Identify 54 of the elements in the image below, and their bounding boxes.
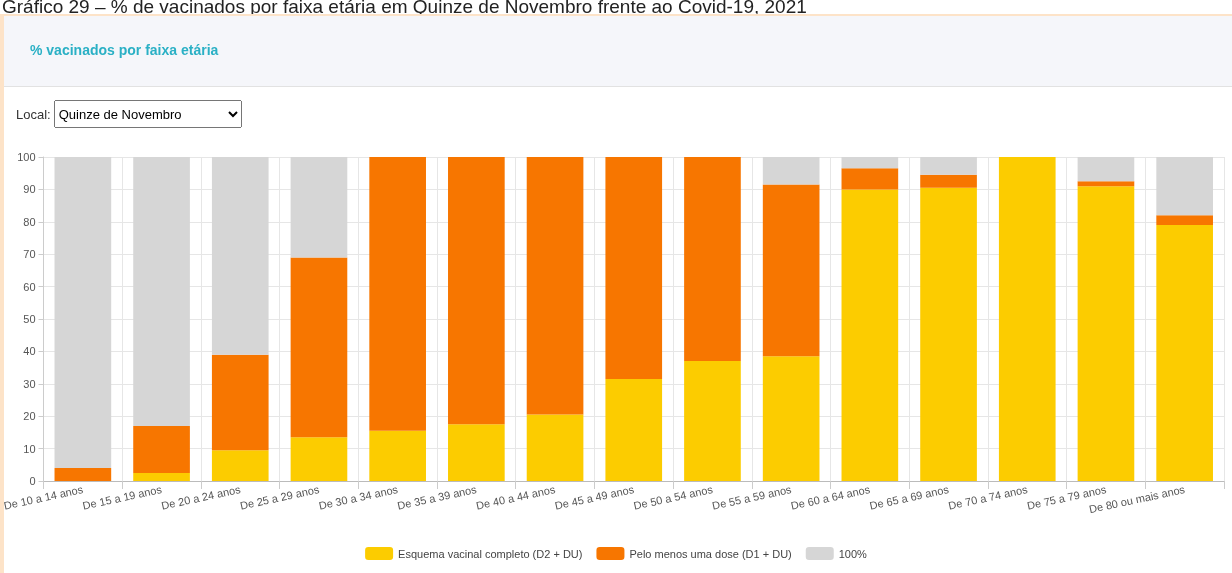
y-tick-label: 0 [29, 475, 36, 487]
bar [998, 157, 1056, 481]
bar [448, 157, 505, 425]
bar [290, 437, 348, 481]
bar [1077, 157, 1135, 182]
y-tick-label: 100 [17, 151, 36, 163]
bar [526, 414, 584, 481]
bar [684, 361, 741, 481]
y-tick-label: 70 [23, 248, 36, 261]
y-tick-label: 60 [23, 280, 36, 293]
bar [920, 187, 977, 481]
y-tick-label: 50 [23, 313, 36, 325]
bar [841, 189, 899, 481]
bar [684, 157, 741, 362]
bar [133, 425, 190, 473]
bar [448, 424, 505, 481]
bar [211, 354, 269, 451]
bar [762, 184, 820, 357]
y-tick-label: 10 [23, 442, 36, 455]
bar [762, 157, 820, 185]
bar [1077, 186, 1135, 481]
bar [605, 378, 663, 481]
bar [133, 157, 190, 426]
bar [1156, 157, 1213, 216]
bar [1156, 215, 1213, 226]
bar [133, 472, 190, 481]
bar [920, 174, 977, 188]
bar [54, 468, 112, 481]
y-tick-label: 90 [23, 183, 36, 196]
bar [526, 157, 584, 415]
y-tick-label: 80 [23, 215, 36, 228]
bar [369, 157, 426, 431]
bar [605, 157, 663, 379]
location-select: Quinze de Novembro [53, 100, 242, 128]
bar [54, 157, 112, 469]
bar [841, 157, 899, 169]
bar [290, 157, 348, 258]
y-tick-label: 40 [23, 345, 36, 358]
bar [211, 157, 269, 355]
y-tick-label: 30 [23, 377, 36, 390]
bar [369, 430, 426, 481]
legend-label: Pelo menos uma dose (D1 + DU) [629, 547, 792, 560]
y-tick-label: 20 [23, 410, 36, 423]
bar [1077, 181, 1135, 187]
legend-label: 100% [838, 547, 868, 560]
bar [841, 168, 899, 190]
bar [211, 450, 269, 481]
legend-label: Esquema vacinal completo (D2 + DU) [398, 547, 583, 560]
text: Local: [16, 106, 51, 122]
chart-subtitle: % vacinados por faixa etária [30, 42, 219, 58]
bar [290, 257, 348, 438]
bar [762, 356, 820, 481]
bar [920, 157, 977, 175]
bar [1156, 225, 1213, 481]
